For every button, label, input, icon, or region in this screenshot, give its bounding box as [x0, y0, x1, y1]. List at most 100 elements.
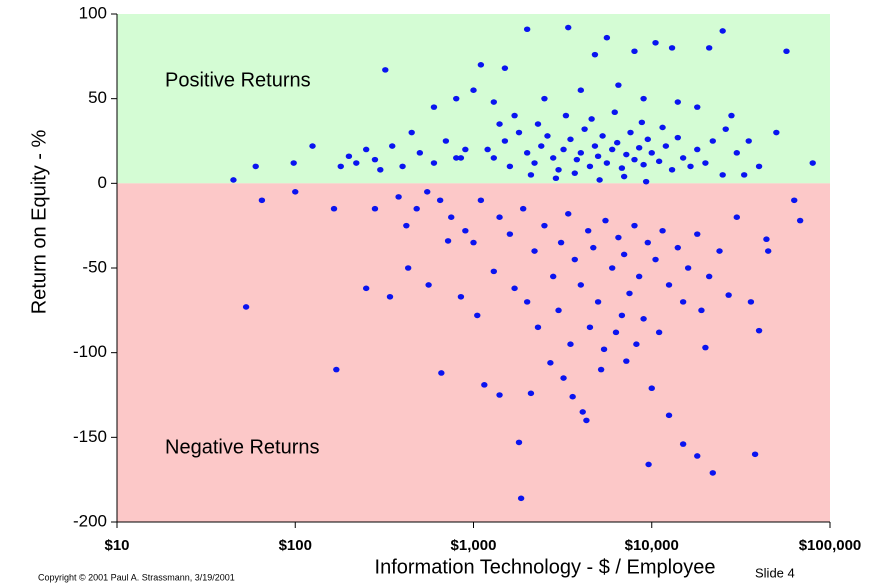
point — [615, 234, 622, 241]
point — [438, 370, 445, 376]
point — [584, 227, 592, 234]
point — [371, 205, 379, 212]
point — [567, 341, 574, 348]
point — [659, 227, 666, 234]
x-tick-label: $1,000 — [451, 537, 497, 554]
point — [448, 214, 455, 220]
point — [309, 143, 316, 149]
point — [791, 197, 798, 204]
point — [702, 160, 709, 166]
point — [474, 312, 481, 319]
point — [679, 155, 687, 161]
point — [809, 160, 816, 166]
point — [333, 366, 340, 373]
point — [627, 129, 634, 136]
point — [764, 248, 772, 254]
x-tick-label: $100 — [279, 537, 312, 554]
point — [679, 299, 687, 305]
point — [620, 251, 628, 258]
point — [655, 329, 663, 336]
point — [642, 178, 650, 185]
point — [519, 205, 527, 212]
point — [425, 282, 432, 288]
point — [594, 299, 602, 305]
point — [591, 143, 599, 149]
point — [511, 285, 518, 292]
point — [395, 194, 402, 200]
point — [687, 163, 694, 170]
point — [490, 155, 498, 161]
point — [377, 166, 384, 173]
point — [644, 136, 651, 143]
point — [652, 256, 659, 263]
point — [733, 150, 740, 156]
point — [668, 45, 676, 51]
point — [599, 133, 606, 139]
y-tick-label: -50 — [82, 257, 107, 276]
point — [403, 222, 410, 229]
point — [705, 273, 713, 280]
point — [382, 67, 389, 73]
point — [586, 324, 594, 331]
point — [555, 307, 562, 314]
point — [590, 244, 597, 251]
y-tick-label: -150 — [73, 427, 107, 446]
annotation: Positive Returns — [165, 69, 311, 91]
point — [362, 285, 370, 292]
point — [635, 273, 643, 280]
point — [705, 45, 713, 51]
point — [635, 144, 643, 151]
point — [470, 239, 477, 246]
point — [614, 139, 621, 146]
point — [565, 211, 572, 217]
point — [747, 299, 755, 305]
slide-number: Slide 4 — [755, 565, 795, 580]
point — [345, 153, 353, 160]
point — [534, 324, 542, 331]
y-tick-label: 50 — [88, 88, 107, 107]
point — [571, 256, 578, 263]
point — [416, 150, 424, 156]
point — [588, 116, 595, 122]
point — [577, 282, 585, 288]
point — [728, 112, 735, 119]
point — [404, 265, 412, 271]
point — [413, 205, 420, 212]
point — [484, 146, 491, 153]
point — [648, 385, 655, 392]
point — [716, 248, 723, 254]
point — [389, 143, 396, 149]
x-axis-label: Information Technology - $ / Employee — [375, 556, 716, 578]
point — [337, 163, 344, 170]
point — [623, 358, 630, 364]
point — [655, 158, 663, 165]
point — [583, 417, 590, 424]
y-tick-label: -200 — [73, 511, 107, 530]
point — [544, 133, 551, 139]
point — [552, 175, 560, 182]
point — [796, 217, 804, 224]
point — [290, 160, 297, 166]
point — [353, 160, 360, 166]
point — [626, 290, 633, 297]
point — [538, 143, 545, 149]
point — [751, 451, 759, 458]
point — [571, 170, 578, 176]
point — [773, 129, 780, 136]
point — [567, 136, 574, 143]
point — [740, 172, 748, 178]
point — [722, 126, 729, 132]
point — [665, 282, 673, 288]
point — [462, 227, 469, 234]
point — [547, 360, 554, 366]
point — [477, 197, 485, 204]
x-tick-label: $10,000 — [625, 537, 679, 554]
point — [694, 231, 701, 237]
point — [534, 121, 542, 127]
point — [679, 441, 687, 447]
point — [640, 316, 647, 322]
point — [444, 238, 452, 244]
point — [602, 217, 609, 224]
point — [659, 124, 666, 131]
point — [694, 104, 701, 110]
